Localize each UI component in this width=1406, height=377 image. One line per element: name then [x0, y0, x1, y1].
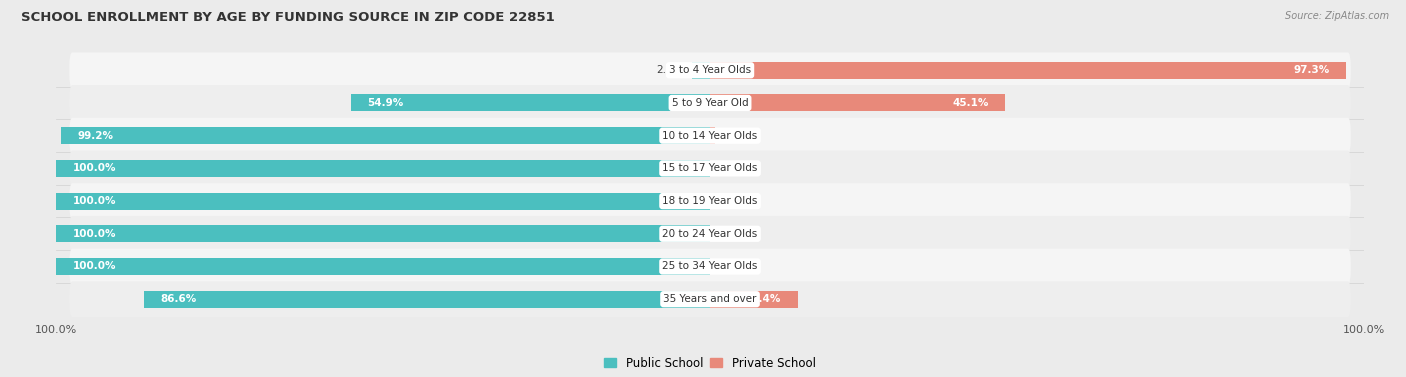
Bar [352, 95, 710, 112]
Text: 45.1%: 45.1% [952, 98, 988, 108]
Text: 100.0%: 100.0% [73, 262, 117, 271]
Text: 86.6%: 86.6% [160, 294, 197, 304]
Bar [56, 225, 710, 242]
Text: SCHOOL ENROLLMENT BY AGE BY FUNDING SOURCE IN ZIP CODE 22851: SCHOOL ENROLLMENT BY AGE BY FUNDING SOUR… [21, 11, 555, 24]
FancyBboxPatch shape [69, 118, 1351, 153]
FancyBboxPatch shape [69, 281, 1351, 317]
FancyBboxPatch shape [69, 85, 1351, 121]
Legend: Public School, Private School: Public School, Private School [600, 352, 820, 374]
Bar [710, 127, 716, 144]
Text: 10 to 14 Year Olds: 10 to 14 Year Olds [662, 131, 758, 141]
Text: 15 to 17 Year Olds: 15 to 17 Year Olds [662, 163, 758, 173]
Text: 99.2%: 99.2% [77, 131, 114, 141]
Text: 100.0%: 100.0% [73, 163, 117, 173]
Text: 3 to 4 Year Olds: 3 to 4 Year Olds [669, 65, 751, 75]
FancyBboxPatch shape [69, 249, 1351, 284]
Text: 25 to 34 Year Olds: 25 to 34 Year Olds [662, 262, 758, 271]
Text: Source: ZipAtlas.com: Source: ZipAtlas.com [1285, 11, 1389, 21]
Text: 5 to 9 Year Old: 5 to 9 Year Old [672, 98, 748, 108]
Bar [62, 127, 710, 144]
FancyBboxPatch shape [69, 52, 1351, 88]
FancyBboxPatch shape [69, 150, 1351, 186]
Text: 100.0%: 100.0% [73, 196, 117, 206]
Bar [710, 62, 1346, 79]
FancyBboxPatch shape [69, 216, 1351, 251]
Text: 13.4%: 13.4% [745, 294, 782, 304]
Text: 97.3%: 97.3% [1294, 65, 1330, 75]
Bar [56, 193, 710, 210]
Text: 100.0%: 100.0% [73, 229, 117, 239]
Text: 18 to 19 Year Olds: 18 to 19 Year Olds [662, 196, 758, 206]
Bar [710, 291, 797, 308]
Text: 0.78%: 0.78% [725, 131, 758, 141]
Text: 54.9%: 54.9% [367, 98, 404, 108]
Text: 35 Years and over: 35 Years and over [664, 294, 756, 304]
Bar [56, 258, 710, 275]
Bar [692, 62, 710, 79]
Bar [710, 95, 1005, 112]
Text: 20 to 24 Year Olds: 20 to 24 Year Olds [662, 229, 758, 239]
Bar [56, 160, 710, 177]
Bar [143, 291, 710, 308]
Text: 2.7%: 2.7% [657, 65, 682, 75]
FancyBboxPatch shape [69, 183, 1351, 219]
